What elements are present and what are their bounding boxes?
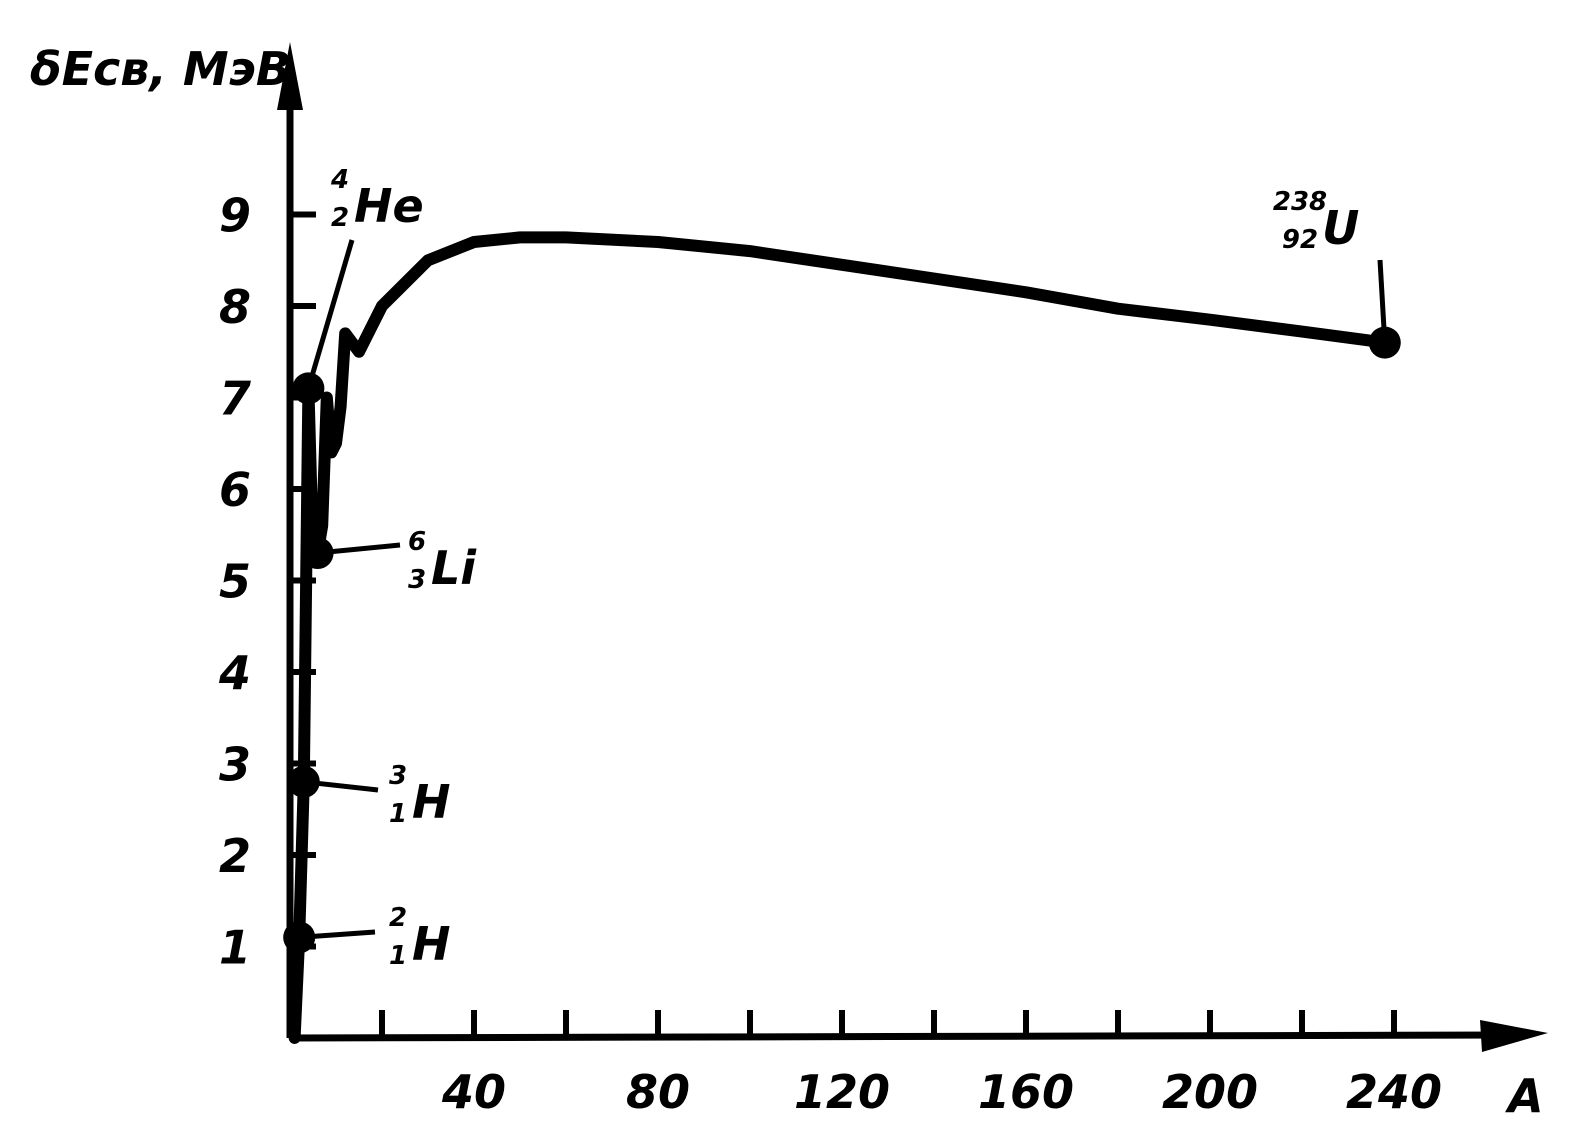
leader-line [1377,259,1388,343]
mass-number: 4 [330,165,349,195]
leader-line [299,929,376,940]
y-axis-arrow [277,42,303,110]
mass-number: 3 [389,761,407,791]
mass-number: 6 [408,527,426,557]
x-axis-line [289,1031,1516,1042]
x-axis-arrow [1480,1020,1548,1052]
binding-energy-line [288,231,1391,1044]
leader-line [317,542,401,556]
leader-line [306,239,355,390]
isotope-label-li6: 6 3 Li [408,527,477,595]
y-tick-label: 4 [218,646,251,700]
x-tick-label: 240 [1346,1065,1442,1119]
mass-number: 2 [389,903,407,933]
isotope-label-u238: 238 92 U [1273,187,1360,255]
charge-number: 92 [1282,225,1318,255]
x-tick-label: 40 [441,1065,506,1119]
x-axis-label: A [1505,1069,1544,1123]
x-tick-label: 120 [794,1065,890,1119]
leader-line [303,779,379,793]
y-tick-label: 9 [219,189,251,243]
y-tick-label: 5 [219,555,251,609]
element-symbol: Li [431,541,477,595]
y-tick-label: 3 [219,738,251,792]
y-tick-label: 8 [219,280,251,334]
element-symbol: He [354,179,424,233]
isotope-label-h3: 3 1 H [389,761,451,829]
axes [277,42,1548,1052]
y-tick-label: 7 [219,372,251,426]
labels: δEсв, МэВ A [30,42,1544,1123]
element-symbol: H [412,917,451,971]
y-tick-label: 2 [219,829,251,883]
element-symbol: H [412,775,451,829]
element-symbol: U [1322,201,1359,255]
charge-number: 1 [389,941,407,971]
mass-number: 238 [1273,187,1327,217]
x-tick-label: 80 [626,1065,690,1119]
charge-number: 1 [389,799,407,829]
y-tick-label: 1 [219,921,251,975]
curve [288,231,1391,1044]
y-tick-label: 6 [219,463,251,517]
y-axis-label: δEсв, МэВ [30,42,291,96]
charge-number: 2 [331,203,349,233]
charge-number: 3 [408,565,426,595]
isotope-label-h2: 2 1 H [389,903,451,971]
x-tick-label: 200 [1162,1065,1258,1119]
x-tick-label: 160 [978,1065,1074,1119]
isotope-label-he4: 4 2 He [330,165,424,233]
